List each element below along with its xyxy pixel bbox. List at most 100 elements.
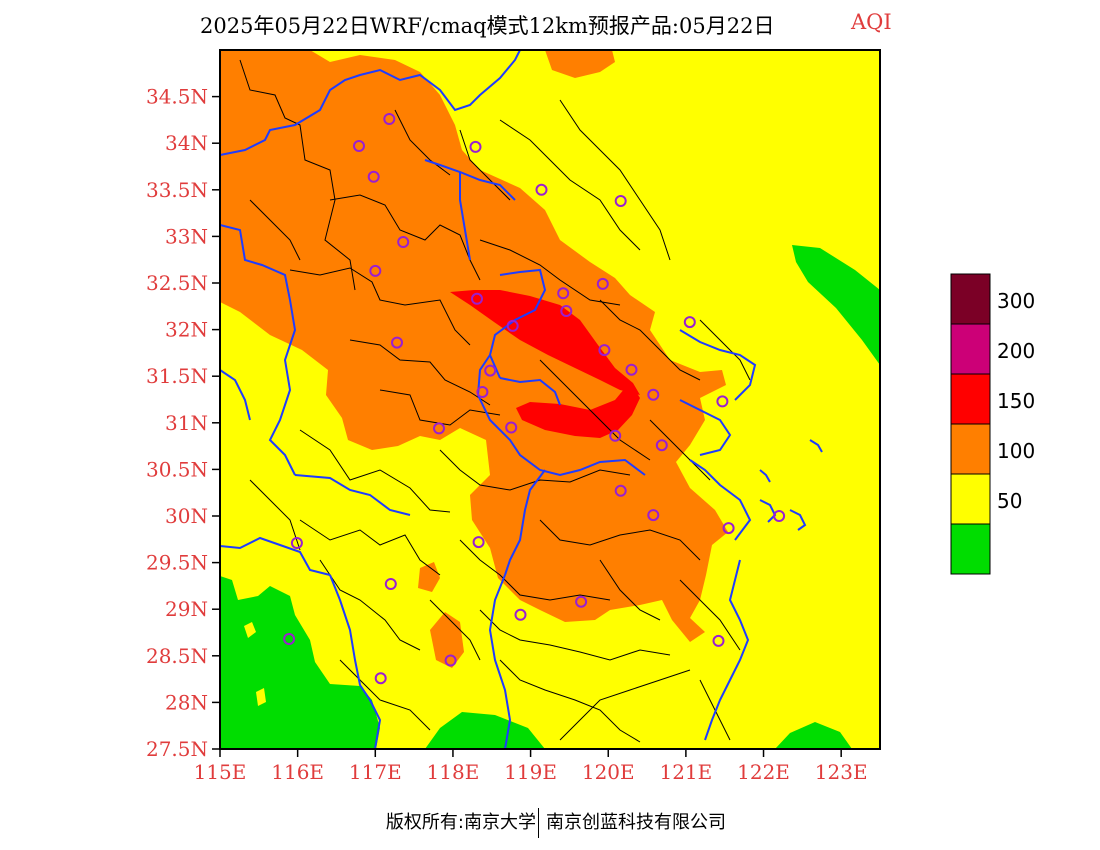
lat-label: 34.5N <box>146 85 208 109</box>
lat-label: 32N <box>165 318 208 342</box>
station-marker <box>391 336 403 349</box>
lat-label: 27.5N <box>146 737 208 761</box>
aqi-yellow-hole-1 <box>244 622 256 638</box>
province-borders <box>220 50 823 749</box>
aqi-green-southwest <box>220 576 380 749</box>
aqi-legend: 50 100 150 200 300 <box>950 273 1035 575</box>
station-marker <box>598 344 611 357</box>
latitude-axis: 34.5N 34N 33.5N 33N 32.5N 32N 31.5N 31N 30.5N 30N… <box>146 85 220 761</box>
lat-label: 33N <box>165 224 208 248</box>
lon-label: 117E <box>349 760 402 784</box>
lat-label: 33.5N <box>146 178 208 202</box>
aqi-red-region-north <box>450 290 640 395</box>
station-marker <box>535 183 548 196</box>
lat-label: 28N <box>165 690 208 714</box>
station-markers <box>283 113 786 685</box>
lat-label: 34N <box>165 131 208 155</box>
station-marker <box>655 439 668 452</box>
station-marker <box>374 672 387 685</box>
station-marker <box>773 510 786 522</box>
copyright-owner: 版权所有:南京大学 <box>385 812 536 833</box>
legend-label: 100 <box>997 439 1035 463</box>
lat-label: 31N <box>165 411 208 435</box>
lat-label: 28.5N <box>146 644 208 668</box>
lon-label: 120E <box>582 760 635 784</box>
aqi-red-region-south <box>516 382 640 438</box>
legend-swatch <box>950 423 991 475</box>
lat-label: 32.5N <box>146 271 208 295</box>
lat-label: 29N <box>165 597 208 621</box>
station-marker <box>614 484 627 497</box>
lat-label: 30N <box>165 504 208 528</box>
legend-label: 300 <box>997 289 1035 313</box>
legend-swatch <box>950 523 991 575</box>
station-marker <box>722 522 735 535</box>
legend-label: 200 <box>997 339 1035 363</box>
aqi-orange-patch-1 <box>418 562 440 592</box>
aqi-green-sea <box>792 245 880 365</box>
station-marker <box>614 195 627 207</box>
station-marker <box>433 422 445 435</box>
station-marker <box>506 319 519 332</box>
station-marker <box>283 633 296 645</box>
station-marker <box>353 140 365 152</box>
legend-swatch <box>950 473 991 525</box>
station-marker <box>609 429 622 442</box>
station-marker <box>444 654 457 667</box>
footer-separator <box>538 808 539 838</box>
station-marker <box>505 421 518 434</box>
station-marker <box>557 287 570 300</box>
station-marker <box>471 292 483 305</box>
station-marker <box>290 537 303 549</box>
station-marker <box>625 363 638 376</box>
legend-swatch <box>950 323 991 375</box>
footer: 版权所有:南京大学 南京创蓝科技有限公司 <box>0 808 1100 838</box>
aqi-orange-top-blob <box>545 50 615 78</box>
title-bar: 2025年05月22日WRF/cmaq模式12km预报产品:05月22日 AQI <box>0 10 1100 42</box>
legend-label: 50 <box>997 489 1022 513</box>
copyright-partner: 南京创蓝科技有限公司 <box>546 812 726 833</box>
map-title: 2025年05月22日WRF/cmaq模式12km预报产品:05月22日 <box>200 14 775 38</box>
lat-label: 30.5N <box>146 457 208 481</box>
aqi-orange-region <box>220 50 728 642</box>
aqi-green-southeast <box>775 722 852 749</box>
station-marker <box>514 608 527 621</box>
aqi-yellow-hole-2 <box>256 688 266 706</box>
county-borders <box>239 59 751 743</box>
station-marker <box>560 305 573 317</box>
aqi-green-south-central <box>425 712 545 749</box>
station-marker <box>384 578 397 590</box>
lon-label: 119E <box>504 760 557 784</box>
station-marker <box>472 536 485 549</box>
station-marker <box>367 170 380 183</box>
lat-label: 31.5N <box>146 364 208 388</box>
station-marker <box>647 388 660 401</box>
variable-label: AQI <box>851 10 892 34</box>
plot-frame <box>219 49 881 750</box>
legend-swatch <box>950 373 991 425</box>
station-marker <box>397 236 410 248</box>
station-marker <box>476 386 489 398</box>
station-marker <box>369 264 382 277</box>
legend-swatch <box>950 273 991 325</box>
station-marker <box>712 634 725 647</box>
lon-label: 118E <box>427 760 480 784</box>
station-marker <box>596 277 609 290</box>
lon-label: 115E <box>194 760 247 784</box>
lon-label: 123E <box>815 760 868 784</box>
lat-label: 29.5N <box>146 551 208 575</box>
station-marker <box>575 595 588 608</box>
lon-label: 116E <box>271 760 324 784</box>
aqi-field <box>220 50 880 749</box>
station-marker <box>683 316 696 329</box>
station-marker <box>716 395 729 408</box>
longitude-axis: 115E 116E 117E 118E 119E 120E 121E 122E 123E <box>194 749 868 784</box>
station-marker <box>647 509 660 522</box>
lon-label: 121E <box>659 760 712 784</box>
legend-label: 150 <box>997 389 1035 413</box>
station-marker <box>469 140 482 153</box>
station-marker <box>383 113 396 125</box>
station-marker <box>484 364 497 377</box>
lon-label: 122E <box>737 760 790 784</box>
